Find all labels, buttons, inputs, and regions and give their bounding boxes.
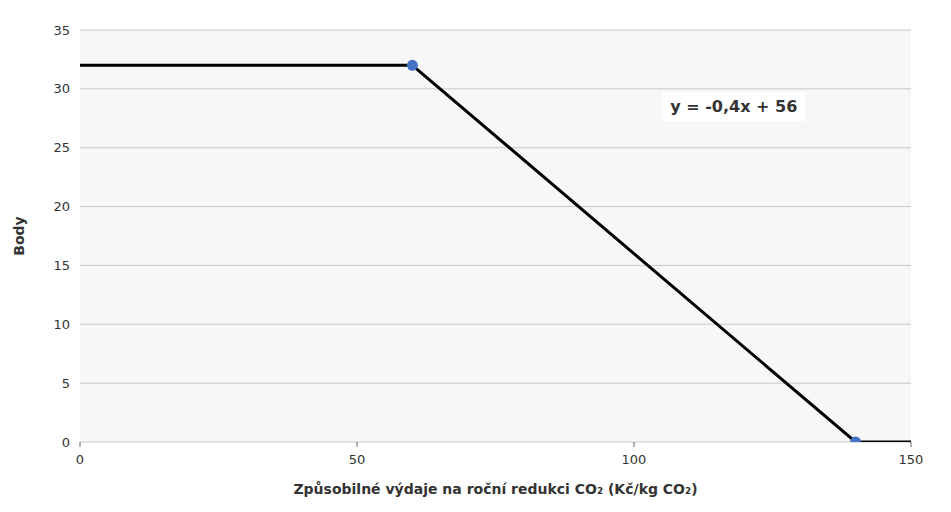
grid-line <box>80 206 911 207</box>
x-tick-label: 50 <box>349 452 366 467</box>
plot-area <box>80 60 911 442</box>
x-tick-label: 150 <box>899 452 924 467</box>
x-tick-label: 0 <box>76 452 84 467</box>
chart-svg: 0 5 10 15 20 25 30 35 0 50 100 150 y = -0,4x + 56 Způ… <box>0 0 951 512</box>
grid-line <box>80 147 911 148</box>
x-tick <box>634 442 635 447</box>
grid-line <box>80 88 911 89</box>
x-tick <box>911 442 912 447</box>
annotation-text: y = -0,4x + 56 <box>670 97 797 116</box>
y-tick-label: 20 <box>53 199 70 214</box>
annotation: y = -0,4x + 56 <box>662 92 805 121</box>
marker <box>407 60 418 71</box>
plot-background <box>80 30 911 442</box>
y-tick-label: 15 <box>53 258 70 273</box>
x-tick <box>357 442 358 447</box>
y-axis-label: Body <box>11 216 27 255</box>
line <box>80 65 911 442</box>
grid-line <box>80 30 911 31</box>
y-tick-label: 5 <box>62 376 70 391</box>
y-tick-label: 0 <box>62 435 70 450</box>
y-tick-label: 25 <box>53 140 70 155</box>
x-tick <box>80 442 81 447</box>
y-tick-label: 35 <box>53 23 70 38</box>
annotation-box <box>662 92 805 121</box>
marker <box>850 437 861 443</box>
x-tick-label: 100 <box>622 452 647 467</box>
x-axis-label: Způsobilné výdaje na roční redukci CO₂ (… <box>293 481 697 497</box>
grid-line <box>80 265 911 266</box>
grid-line <box>80 442 911 443</box>
y-tick-label: 30 <box>53 81 70 96</box>
y-tick-label: 10 <box>53 317 70 332</box>
chart-container: 0 5 10 15 20 25 30 35 0 50 100 150 y = -0,4x + 56 Způ… <box>0 0 951 512</box>
grid-line <box>80 324 911 325</box>
grid <box>80 30 911 442</box>
